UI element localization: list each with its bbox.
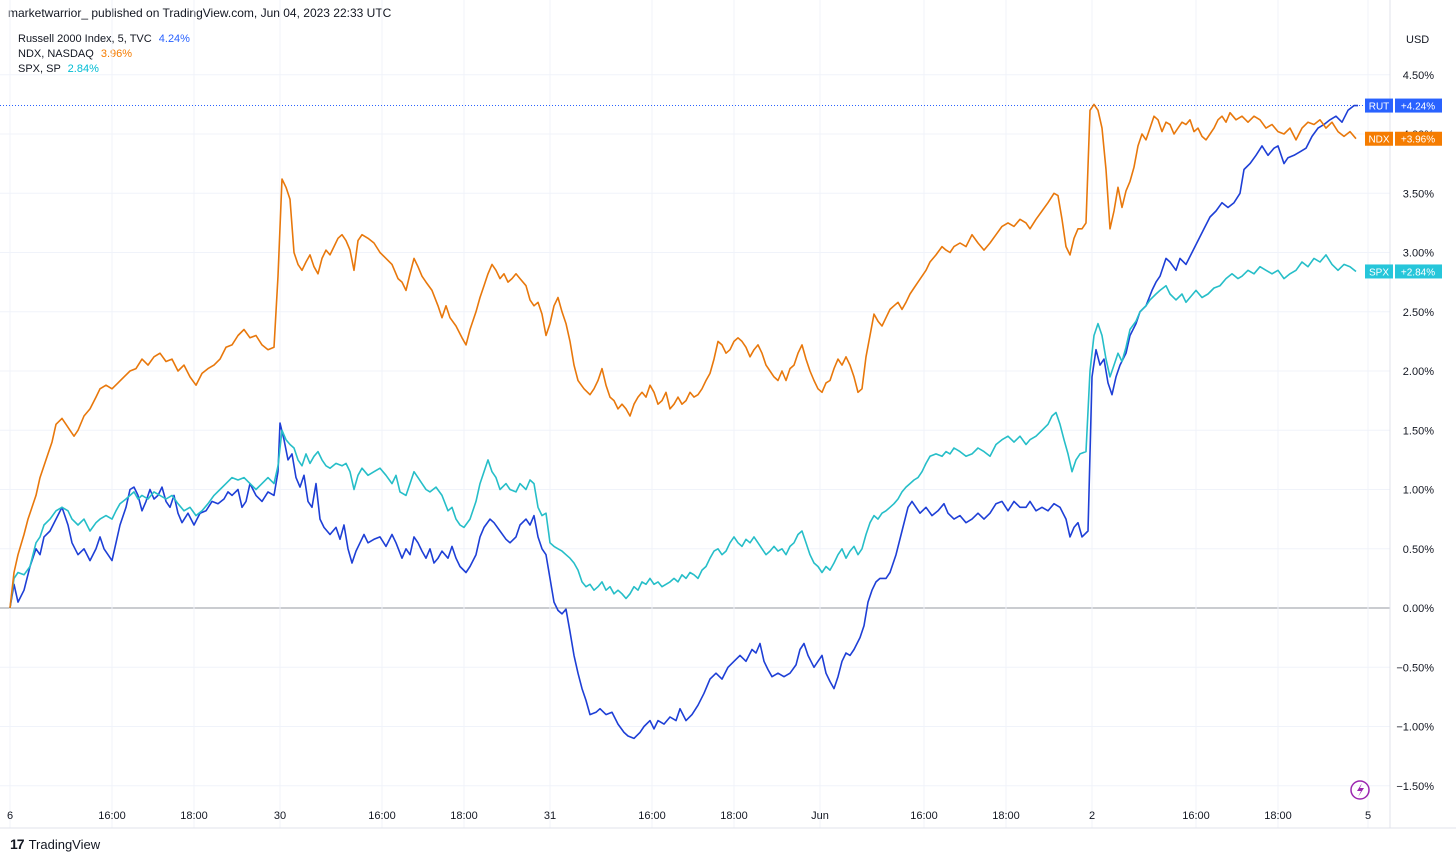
x-tick-label: 16:00: [368, 810, 396, 822]
price-tag-rut: RUT +4.24%: [1365, 98, 1442, 113]
price-tag-value: +4.24%: [1401, 102, 1435, 113]
y-tick-label: 2.00%: [1403, 366, 1434, 378]
x-tick-label: 16:00: [638, 810, 666, 822]
x-tick-label: 16:00: [98, 810, 126, 822]
tradingview-brand-text: TradingView: [28, 836, 101, 852]
price-tag-name: RUT: [1369, 102, 1390, 113]
axes-layer: USD 4.50%4.00%3.50%3.00%2.50%2.00%1.50%1…: [0, 0, 1456, 829]
series-legend: Russell 2000 Index, 5, TVC 4.24% NDX, NA…: [18, 32, 190, 77]
price-tag-value: +2.84%: [1401, 267, 1435, 278]
price-tag-value: +3.96%: [1401, 135, 1435, 146]
price-tag-name: NDX: [1368, 135, 1389, 146]
legend-row-ndx[interactable]: NDX, NASDAQ 3.96%: [18, 47, 190, 62]
tradingview-brand[interactable]: 17 TradingView: [10, 836, 100, 852]
price-tags: RUT +4.24% NDX +3.96% SPX +2.84%: [1365, 98, 1442, 279]
legend-value-ndx: 3.96%: [100, 48, 133, 60]
tradingview-logo-icon: 17: [10, 836, 25, 852]
x-tick-label: 18:00: [180, 810, 208, 822]
legend-name-ndx: NDX, NASDAQ: [18, 48, 94, 60]
series-line-rut[interactable]: [9, 104, 1358, 740]
x-tick-label: 16:00: [1182, 810, 1210, 822]
x-tick-label: 30: [274, 810, 286, 822]
legend-row-rut[interactable]: Russell 2000 Index, 5, TVC 4.24%: [18, 32, 190, 47]
x-tick-label: 31: [544, 810, 556, 822]
x-tick-label: 6: [7, 810, 13, 822]
x-tick-label: 18:00: [720, 810, 748, 822]
y-tick-label: 3.50%: [1403, 188, 1434, 200]
y-tick-label: 1.00%: [1403, 485, 1434, 497]
price-tag-ndx: NDX +3.96%: [1365, 131, 1442, 146]
y-tick-label: 4.50%: [1403, 70, 1434, 82]
legend-name-spx: SPX, SP: [18, 63, 61, 75]
publish-header: marketwarrior_ published on TradingView.…: [8, 6, 392, 20]
y-tick-label: −1.50%: [1396, 781, 1434, 793]
x-tick-label: 18:00: [992, 810, 1020, 822]
series-line-spx[interactable]: [9, 254, 1357, 609]
series-lines: [9, 103, 1358, 740]
x-tick-label: Jun: [811, 810, 829, 822]
x-tick-label: 16:00: [910, 810, 938, 822]
x-tick-label: 2: [1089, 810, 1095, 822]
x-tick-label: 5: [1365, 810, 1371, 822]
price-tag-name: SPX: [1369, 267, 1389, 278]
legend-name-rut: Russell 2000 Index, 5, TVC: [18, 33, 152, 45]
y-tick-label: 3.00%: [1403, 248, 1434, 260]
series-line-ndx[interactable]: [9, 103, 1357, 609]
legend-row-spx[interactable]: SPX, SP 2.84%: [18, 62, 190, 77]
y-tick-label: −1.00%: [1396, 722, 1434, 734]
legend-value-spx: 2.84%: [67, 63, 99, 75]
legend-value-rut: 4.24%: [158, 33, 190, 45]
y-tick-label: −0.50%: [1396, 662, 1434, 674]
x-tick-label: 18:00: [1264, 810, 1292, 822]
currency-label: USD: [1406, 34, 1429, 46]
y-tick-label: 0.50%: [1403, 544, 1434, 556]
y-tick-label: 1.50%: [1403, 425, 1434, 437]
price-tag-spx: SPX +2.84%: [1365, 264, 1442, 279]
x-tick-label: 18:00: [450, 810, 478, 822]
grid-layer: [0, 0, 1390, 828]
lightning-icon[interactable]: [1350, 780, 1370, 800]
y-tick-label: 0.00%: [1403, 603, 1434, 615]
y-tick-label: 2.50%: [1403, 307, 1434, 319]
